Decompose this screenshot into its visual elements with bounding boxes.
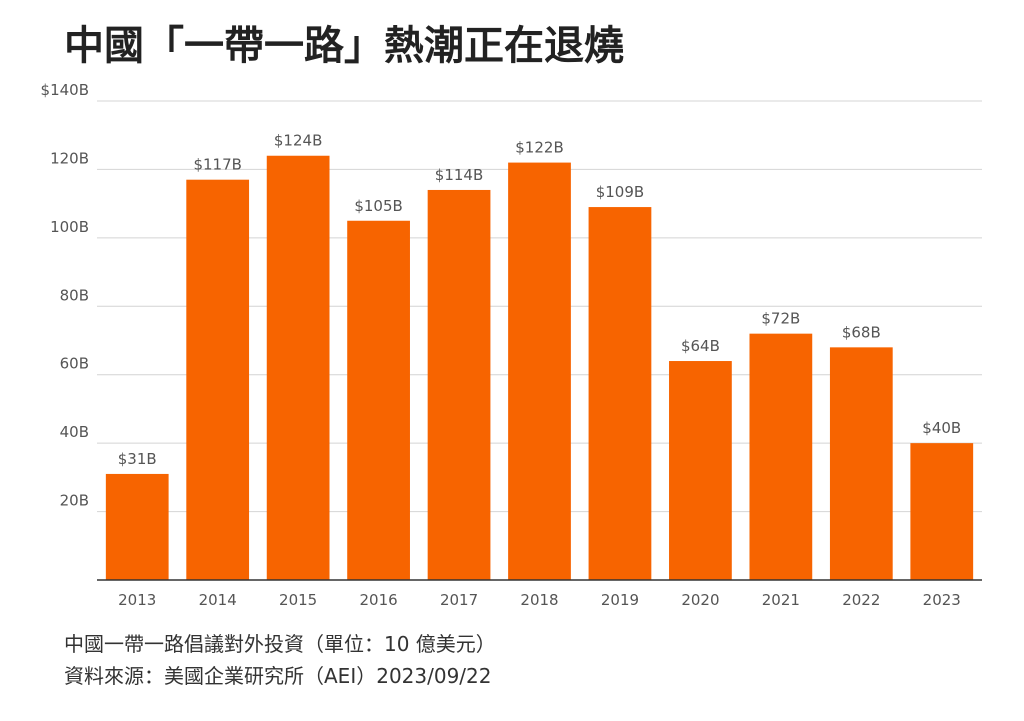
x-tick-label: 2019 [601,591,639,609]
bars [105,155,974,581]
data-label: $114B [435,166,483,184]
bar-chart: 20B 40B 60B 80B 100B 120B $140B $31B $117B $124B… [41,81,982,609]
bar-2022 [829,347,893,580]
bar-2018 [508,162,571,581]
data-labels: $31B $117B $124B $105B $114B $122B $109B $64B $7… [118,132,961,468]
bar-2023 [910,443,974,580]
data-label: $122B [515,139,563,157]
x-tick-label: 2013 [118,591,156,609]
x-tick-label: 2014 [199,591,237,609]
y-tick-label: 120B [50,149,89,167]
source-note: 資料來源：美國企業研究所（AEI）2023/09/22 [64,664,492,688]
chart-title: 中國「一帶一路」熱潮正在退燒 [64,22,624,69]
x-tick-label: 2021 [762,591,800,609]
data-label: $109B [596,183,644,201]
y-tick-label: 60B [60,355,89,373]
data-label: $124B [274,132,322,150]
x-tick-label: 2018 [520,591,558,609]
data-label: $31B [118,450,157,468]
bar-2017 [427,189,491,580]
bar-2020 [669,361,732,580]
y-tick-label: 100B [50,218,89,236]
x-tick-label: 2020 [681,591,719,609]
x-tick-label: 2022 [842,591,880,609]
y-tick-label: 80B [60,286,89,304]
x-tick-label: 2016 [359,591,397,609]
data-label: $117B [193,156,241,174]
x-tick-label: 2023 [923,591,961,609]
data-label: $105B [354,197,402,215]
unit-note: 中國一帶一路倡議對外投資（單位：10 億美元） [64,632,496,656]
bar-2014 [186,179,250,580]
bar-2016 [347,220,410,580]
y-tick-label: $140B [41,81,89,99]
data-label: $40B [922,419,961,437]
data-label: $64B [681,337,720,355]
data-label: $68B [842,323,881,341]
y-tick-label: 20B [60,492,89,510]
y-tick-label: 40B [60,423,89,441]
x-tick-label: 2015 [279,591,317,609]
x-tick-label: 2017 [440,591,478,609]
bar-2019 [588,207,652,581]
x-axis-ticks: 2013 2014 2015 2016 2017 2018 2019 2020 2021 2022… [118,591,961,609]
bar-2015 [266,155,330,580]
bar-2021 [749,333,813,580]
data-label: $72B [761,310,800,328]
chart-footer: 中國一帶一路倡議對外投資（單位：10 億美元） 資料來源：美國企業研究所（AEI… [64,628,496,692]
bar-2013 [105,473,169,580]
